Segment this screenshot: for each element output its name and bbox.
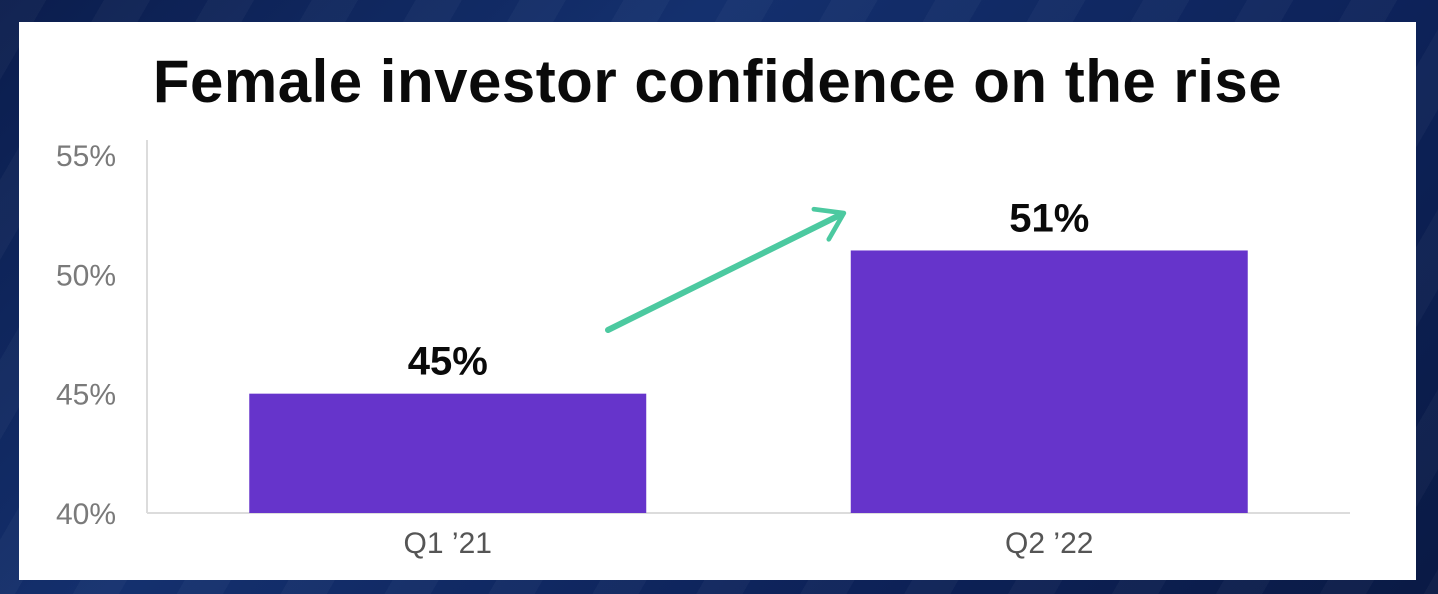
bar: [249, 393, 647, 513]
trend-arrow: [605, 206, 847, 333]
chart-title: Female investor confidence on the rise: [152, 48, 1283, 115]
chart-card: Female investor confidence on the rise 4…: [19, 22, 1416, 580]
y-tick-label: 50%: [56, 259, 116, 292]
y-tick-label: 55%: [56, 140, 116, 173]
bar-value-label: 45%: [408, 340, 488, 384]
bar: [850, 250, 1248, 513]
bar-chart: 40% 45% 50% 55% 45% Q1 ’21 51% Q2 ’22: [56, 140, 1350, 560]
y-tick-label: 40%: [56, 498, 116, 531]
bar-value-label: 51%: [1009, 196, 1089, 240]
y-tick-label: 45%: [56, 379, 116, 412]
x-category-label: Q1 ’21: [404, 527, 492, 560]
x-category-label: Q2 ’22: [1005, 527, 1093, 560]
